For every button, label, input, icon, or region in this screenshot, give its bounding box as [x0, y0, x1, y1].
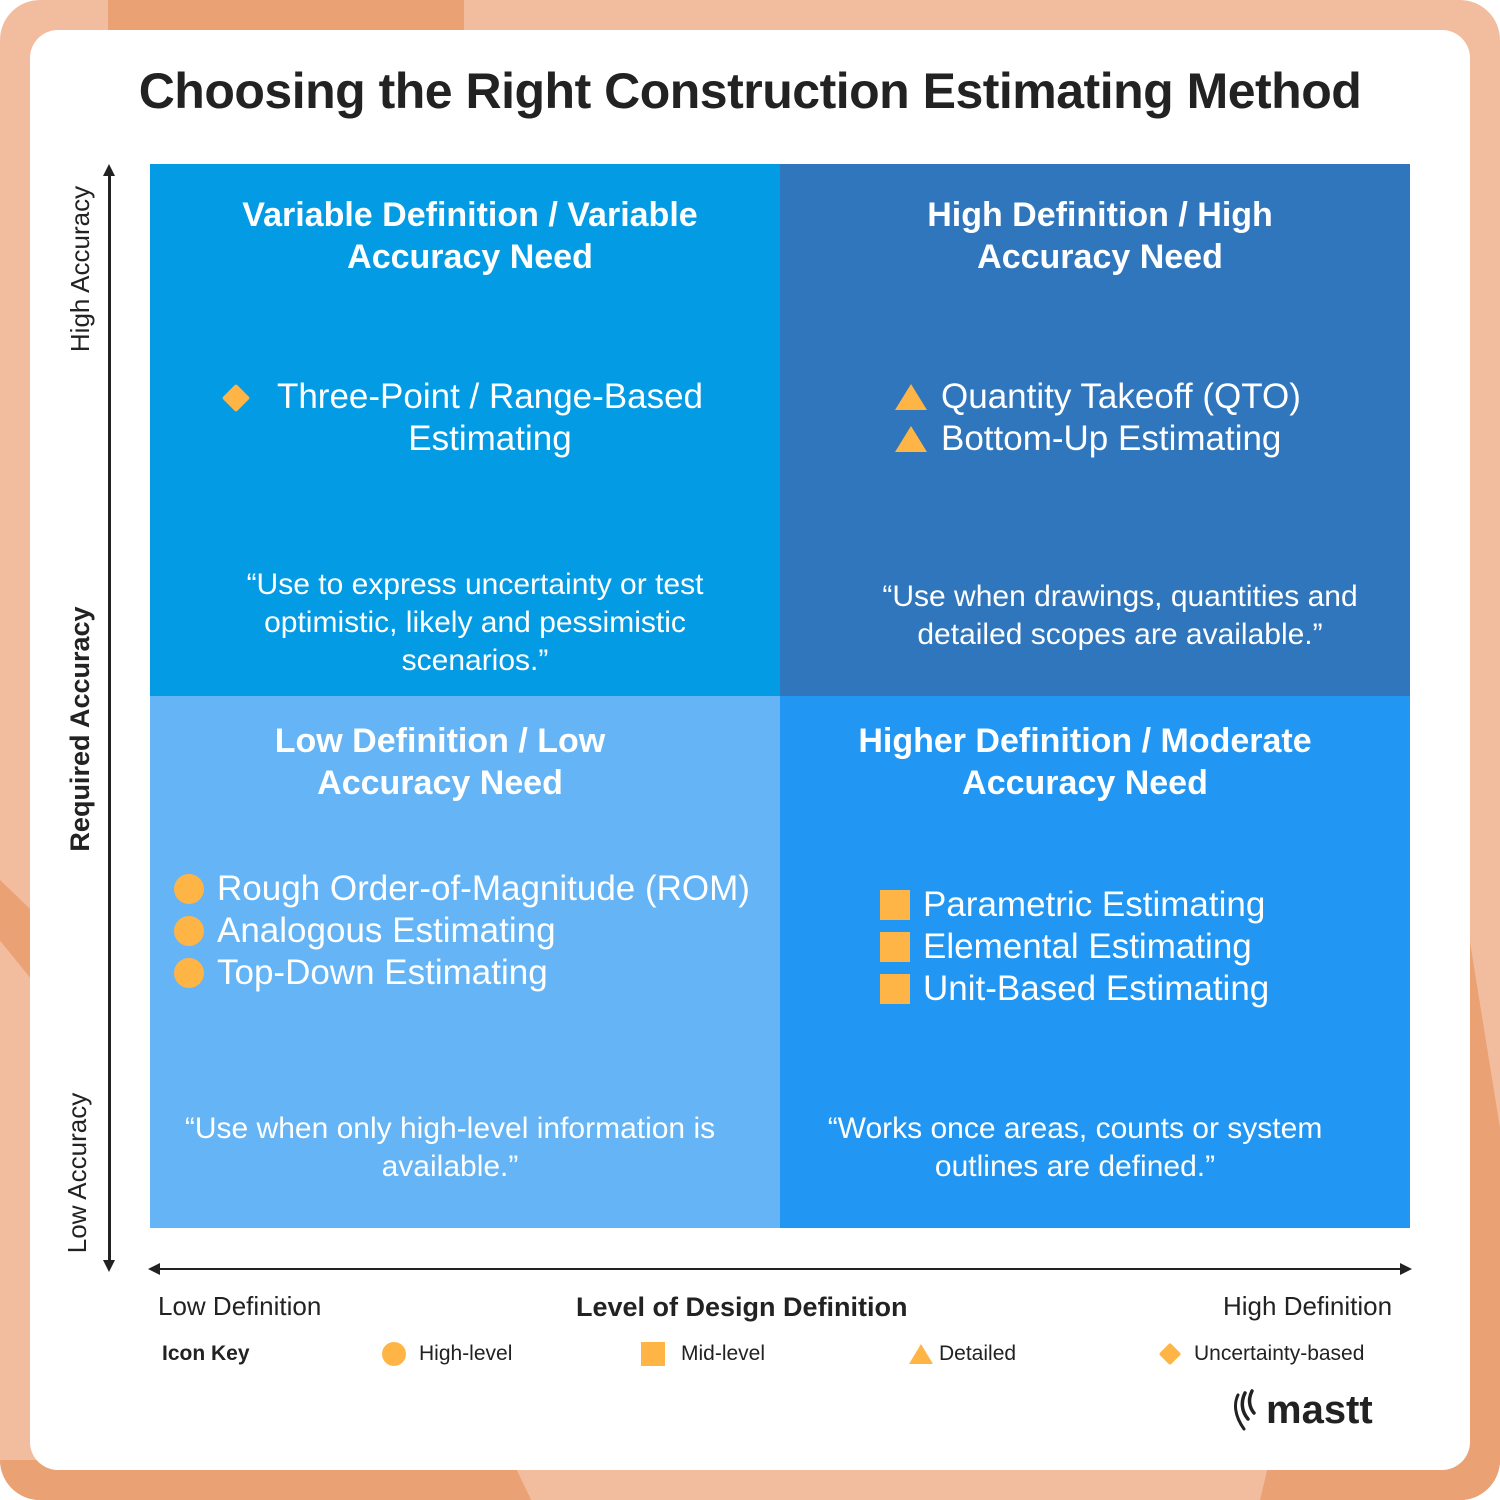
- y-axis-low-label: Low Accuracy: [62, 1092, 92, 1254]
- legend-label: Detailed: [939, 1342, 1017, 1365]
- list-item: Bottom-Up Estimating: [895, 418, 1301, 460]
- method-list: Parametric Estimating Elemental Estimati…: [880, 884, 1269, 1010]
- list-item: Top-Down Estimating: [174, 952, 750, 994]
- mastt-logo-icon: [1234, 1388, 1256, 1430]
- triangle-icon: [895, 426, 927, 452]
- method-list: Rough Order-of-Magnitude (ROM) Analogous…: [174, 868, 750, 994]
- list-item: Analogous Estimating: [174, 910, 750, 952]
- quadrant-low-definition: Low Definition / Low Accuracy Need Rough…: [150, 696, 780, 1228]
- x-axis-high-label: High Definition: [1223, 1291, 1393, 1321]
- x-axis-low-label: Low Definition: [158, 1291, 322, 1321]
- quadrant-quote: “Use when only high-level information is…: [184, 1112, 716, 1183]
- legend-label: Uncertainty-based: [1194, 1342, 1365, 1365]
- page-title: Choosing the Right Construction Estimati…: [138, 63, 1362, 119]
- quadrant-variable-definition: Variable Definition / Variable Accuracy …: [150, 164, 780, 696]
- y-axis-high-label: High Accuracy: [65, 185, 95, 353]
- circle-icon: [174, 874, 204, 904]
- method-label: Analogous Estimating: [217, 911, 556, 950]
- triangle-icon: [909, 1344, 933, 1364]
- circle-icon: [174, 958, 204, 988]
- method-label: Parametric Estimating: [923, 885, 1266, 924]
- list-item: Unit-Based Estimating: [880, 968, 1269, 1010]
- square-icon: [880, 974, 910, 1004]
- legend-label: Mid-level: [681, 1342, 766, 1365]
- square-icon: [641, 1342, 665, 1366]
- diamond-icon: [221, 383, 251, 413]
- diamond-icon: [1158, 1342, 1182, 1366]
- list-item: Three-Point / Range-Based Estimating: [220, 376, 740, 460]
- quadrant-quote: “Use to express uncertainty or test opti…: [246, 568, 704, 677]
- method-label: Rough Order-of-Magnitude (ROM): [217, 869, 750, 908]
- quadrant-quote: “Use when drawings, quantities and detai…: [882, 580, 1358, 651]
- quadrant-heading: Variable Definition / Variable Accuracy …: [242, 196, 698, 276]
- legend-item-high-level: High-level: [382, 1342, 512, 1366]
- logo-text: mastt: [1266, 1388, 1373, 1432]
- legend-item-mid-level: Mid-level: [641, 1342, 765, 1366]
- list-item: Quantity Takeoff (QTO): [895, 376, 1301, 418]
- legend-title: Icon Key: [162, 1342, 250, 1366]
- quadrant-grid: Variable Definition / Variable Accuracy …: [150, 164, 1410, 1228]
- method-list: Three-Point / Range-Based Estimating: [220, 376, 740, 460]
- method-label: Three-Point / Range-Based Estimating: [276, 377, 704, 458]
- method-label: Bottom-Up Estimating: [941, 419, 1282, 458]
- triangle-icon: [895, 384, 927, 410]
- square-icon: [880, 932, 910, 962]
- y-axis-title: Required Accuracy: [65, 606, 95, 852]
- method-list: Quantity Takeoff (QTO) Bottom-Up Estimat…: [895, 376, 1301, 460]
- quadrant-heading: Higher Definition / Moderate Accuracy Ne…: [858, 722, 1312, 802]
- legend-item-detailed: Detailed: [909, 1342, 1016, 1366]
- y-axis-arrow-up-icon: [103, 164, 115, 176]
- quadrant-high-definition: High Definition / High Accuracy Need Qua…: [780, 164, 1410, 696]
- list-item: Parametric Estimating: [880, 884, 1269, 926]
- square-icon: [880, 890, 910, 920]
- method-label: Quantity Takeoff (QTO): [941, 377, 1301, 416]
- method-label: Elemental Estimating: [923, 927, 1252, 966]
- legend-title-label: Icon Key: [162, 1342, 250, 1365]
- brand-logo: mastt: [1232, 1388, 1373, 1433]
- method-label: Top-Down Estimating: [217, 953, 548, 992]
- quadrant-heading: Low Definition / Low Accuracy Need: [274, 722, 606, 802]
- legend-item-uncertainty-based: Uncertainty-based: [1158, 1342, 1364, 1366]
- quadrant-heading: High Definition / High Accuracy Need: [927, 196, 1273, 276]
- circle-icon: [174, 916, 204, 946]
- quadrant-quote: “Works once areas, counts or system outl…: [827, 1112, 1323, 1183]
- x-axis-line: [152, 1268, 1408, 1270]
- quadrant-higher-definition: Higher Definition / Moderate Accuracy Ne…: [780, 696, 1410, 1228]
- circle-icon: [382, 1342, 406, 1366]
- y-axis-arrow-down-icon: [103, 1260, 115, 1272]
- x-axis-arrow-right-icon: [1400, 1263, 1412, 1275]
- x-axis-arrow-left-icon: [148, 1263, 160, 1275]
- y-axis-line: [108, 168, 111, 1268]
- x-axis-title: Level of Design Definition: [576, 1292, 908, 1322]
- list-item: Rough Order-of-Magnitude (ROM): [174, 868, 750, 910]
- method-label: Unit-Based Estimating: [923, 969, 1270, 1008]
- list-item: Elemental Estimating: [880, 926, 1269, 968]
- legend-label: High-level: [419, 1342, 513, 1365]
